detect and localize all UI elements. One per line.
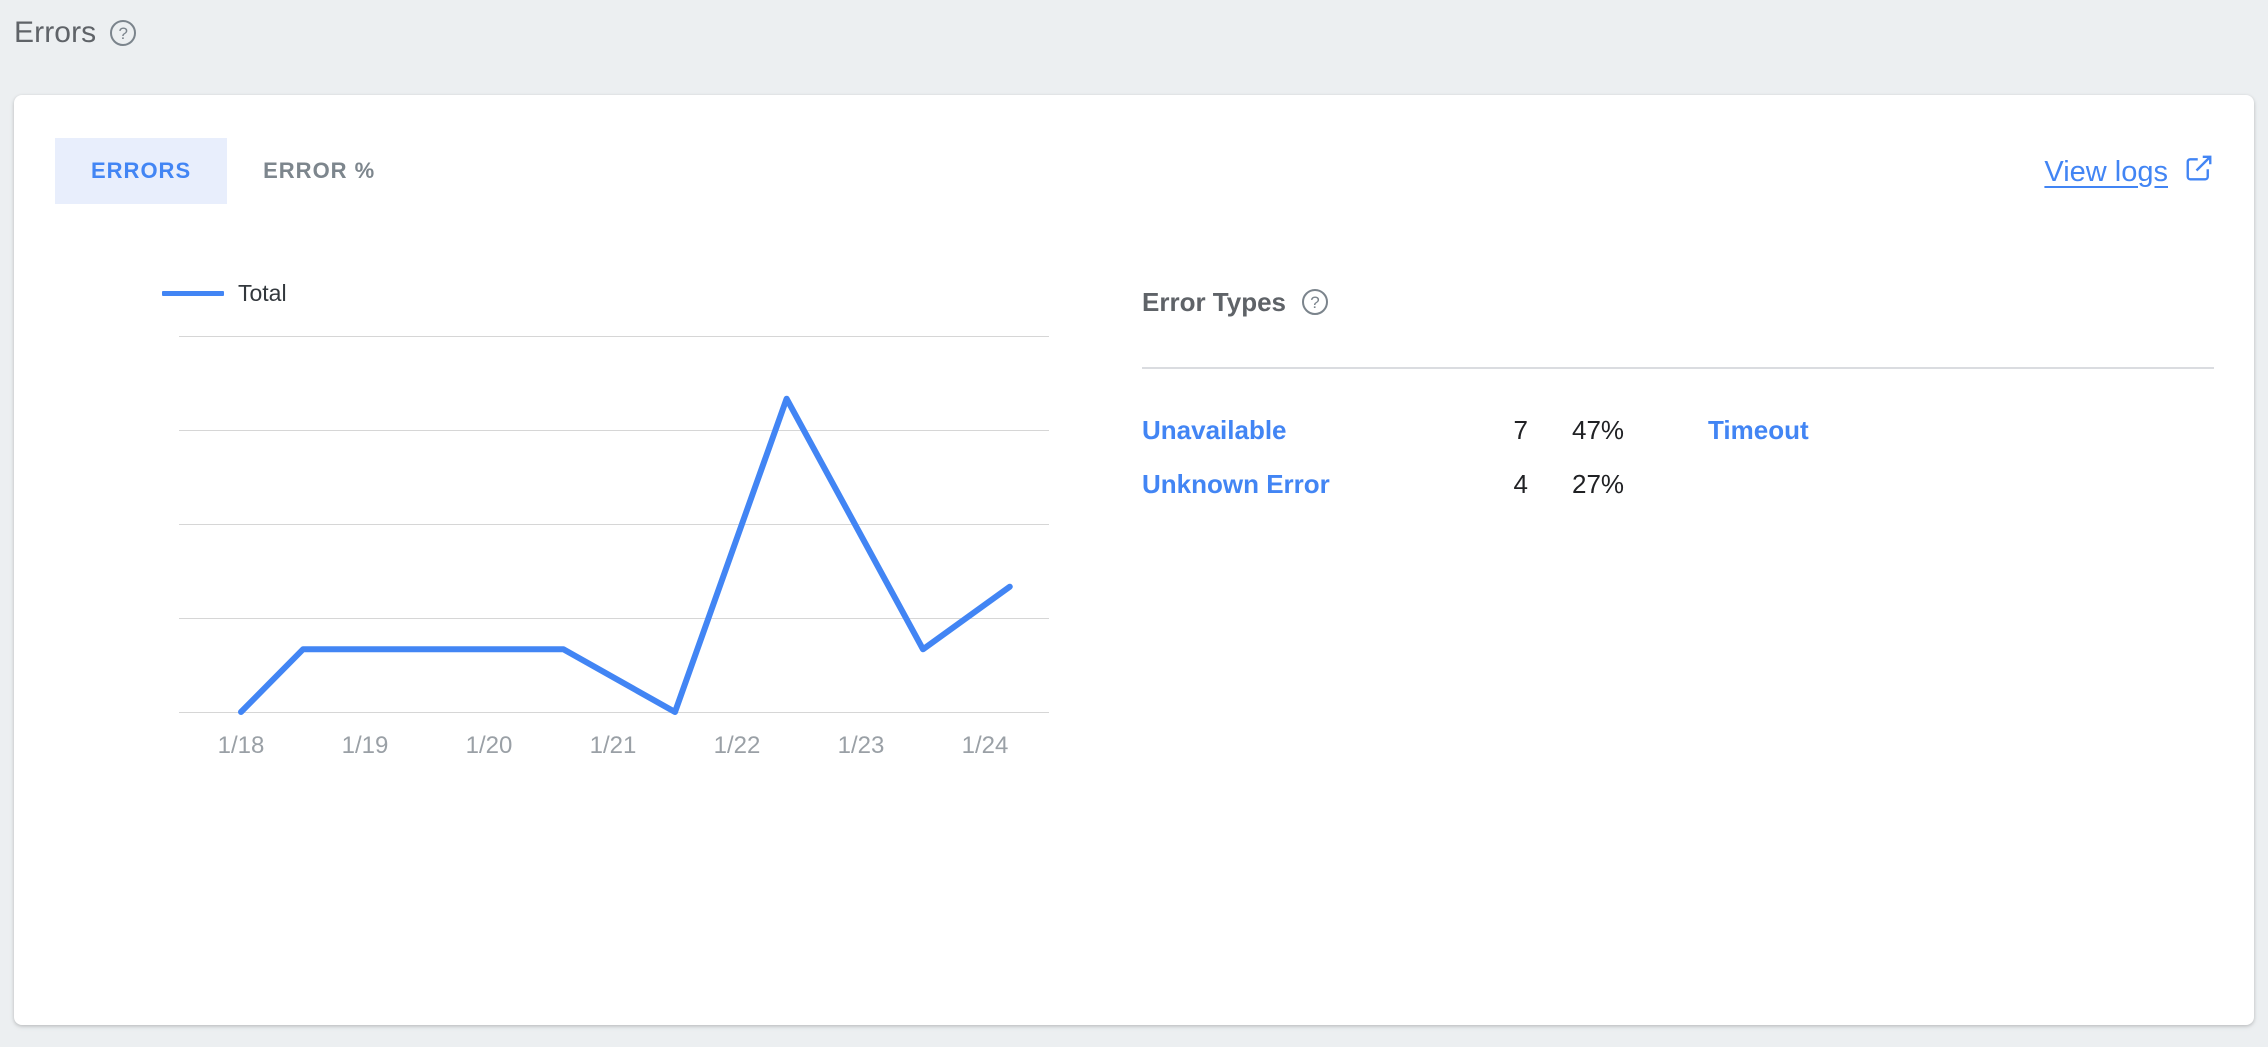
tab-errors[interactable]: ERRORS — [55, 138, 228, 204]
legend-swatch-total — [162, 291, 224, 296]
gridline-4-5 — [179, 430, 1049, 431]
errors-card: ERRORS ERROR % View logs Total 6 — [14, 95, 2254, 1025]
chart-series-total — [238, 395, 1013, 715]
x-tick-1-22: 1/22 — [713, 732, 761, 759]
x-tick-1-23: 1/23 — [837, 732, 885, 759]
legend-label-total: Total — [238, 280, 287, 306]
panel-header: Errors ? — [14, 0, 137, 66]
gridline-3 — [179, 524, 1049, 525]
view-logs-link[interactable]: View logs — [2044, 153, 2214, 191]
x-tick-1-20: 1/20 — [465, 732, 513, 759]
error-types-header: Error Types ? — [1142, 280, 2214, 324]
error-type-name[interactable]: Timeout — [1708, 414, 1809, 445]
error-type-count: 4 — [1513, 468, 1528, 499]
error-type-count: 4 — [1986, 403, 2268, 457]
error-type-name-empty — [1708, 457, 1986, 511]
help-circle-icon[interactable]: ? — [1302, 289, 1329, 315]
x-tick-1-21: 1/21 — [589, 732, 637, 759]
error-types-section: Error Types ? Unavailable 7 47% Timeout … — [1142, 280, 2214, 511]
tab-error-percent[interactable]: ERROR % — [227, 138, 411, 204]
error-type-count: 7 — [1513, 414, 1528, 445]
page-title: Errors — [14, 16, 97, 49]
tab-bar: ERRORS ERROR % — [55, 138, 411, 204]
x-tick-1-18: 1/18 — [217, 732, 265, 759]
error-types-table: Unavailable 7 47% Timeout 4 27% Unknown … — [1142, 403, 2214, 511]
view-logs-label: View logs — [2044, 155, 2168, 188]
error-type-name[interactable]: Unknown Error — [1142, 468, 1330, 499]
errors-chart: Total 6 4.5 3 1.5 0 1/18 1/19 1/20 1/21 — [14, 280, 1074, 980]
chart-plot-area: 6 4.5 3 1.5 0 1/18 1/19 1/20 1/21 1/22 1… — [14, 336, 1049, 759]
gridline-1-5 — [179, 618, 1049, 619]
gridline-0 — [179, 712, 1049, 713]
external-link-icon — [2184, 153, 2214, 191]
chart-legend: Total — [162, 280, 287, 307]
error-type-percent: 27% — [1572, 468, 1625, 499]
error-type-count-empty — [1986, 457, 2268, 511]
error-types-title: Error Types — [1142, 286, 1287, 317]
error-type-name[interactable]: Unavailable — [1142, 414, 1287, 445]
x-tick-1-19: 1/19 — [341, 732, 389, 759]
error-types-divider — [1142, 367, 2214, 369]
gridline-6 — [179, 336, 1049, 337]
x-tick-1-24: 1/24 — [961, 732, 1009, 759]
error-type-percent: 47% — [1572, 414, 1625, 445]
help-circle-icon[interactable]: ? — [110, 20, 137, 46]
